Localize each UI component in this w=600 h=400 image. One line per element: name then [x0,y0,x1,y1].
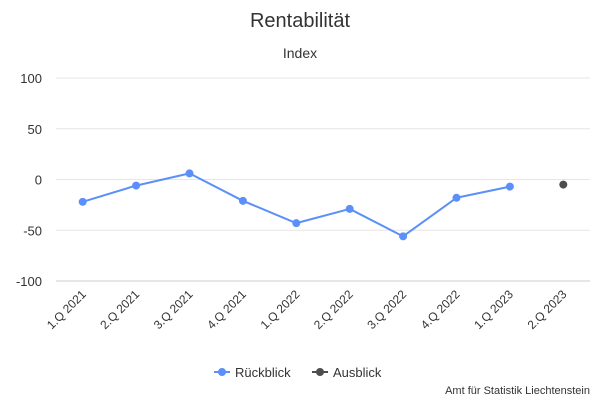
data-point[interactable] [185,169,194,178]
data-point[interactable] [132,181,141,190]
y-axis-labels: 100 50 0 -50 -100 [16,71,42,289]
legend-item[interactable]: Ausblick [312,365,382,380]
legend: Rückblick Ausblick [214,365,382,380]
x-tick-label: 2.Q 2021 [97,287,142,332]
legend-label: Rückblick [235,365,291,380]
data-point[interactable] [345,204,354,213]
x-tick-label: 4.Q 2022 [418,287,463,332]
legend-marker [218,368,226,376]
x-tick-label: 1.Q 2021 [44,287,89,332]
chart-subtitle: Index [283,45,317,61]
legend-label: Ausblick [333,365,382,380]
y-tick-label: -50 [23,223,42,238]
data-point[interactable] [399,232,408,241]
data-point[interactable] [78,197,87,206]
x-tick-label: 3.Q 2021 [151,287,196,332]
series-Rückblick [78,169,514,241]
grid-lines [56,77,590,282]
data-point[interactable] [292,219,301,228]
x-axis-labels: 1.Q 2021 2.Q 2021 3.Q 2021 4.Q 2021 1.Q 2022… [44,287,570,332]
data-point[interactable] [238,196,247,205]
y-tick-label: -100 [16,274,42,289]
y-tick-label: 50 [28,122,42,137]
x-tick-label: 1.Q 2023 [471,287,516,332]
legend-item[interactable]: Rückblick [214,365,291,380]
y-tick-label: 100 [20,71,42,86]
x-tick-label: 2.Q 2022 [311,287,356,332]
data-point[interactable] [505,182,514,191]
series-Ausblick [559,180,568,189]
chart-title: Rentabilität [250,10,351,32]
y-tick-label: 0 [35,173,42,188]
data-point[interactable] [452,193,461,202]
series-layer [78,169,568,241]
x-tick-label: 4.Q 2021 [204,287,249,332]
credit-text: Amt für Statistik Liechtenstein [445,385,590,397]
x-tick-label: 3.Q 2022 [364,287,409,332]
legend-marker [316,368,324,376]
x-tick-label: 2.Q 2023 [525,287,570,332]
x-tick-label: 1.Q 2022 [258,287,303,332]
data-point[interactable] [559,180,568,189]
